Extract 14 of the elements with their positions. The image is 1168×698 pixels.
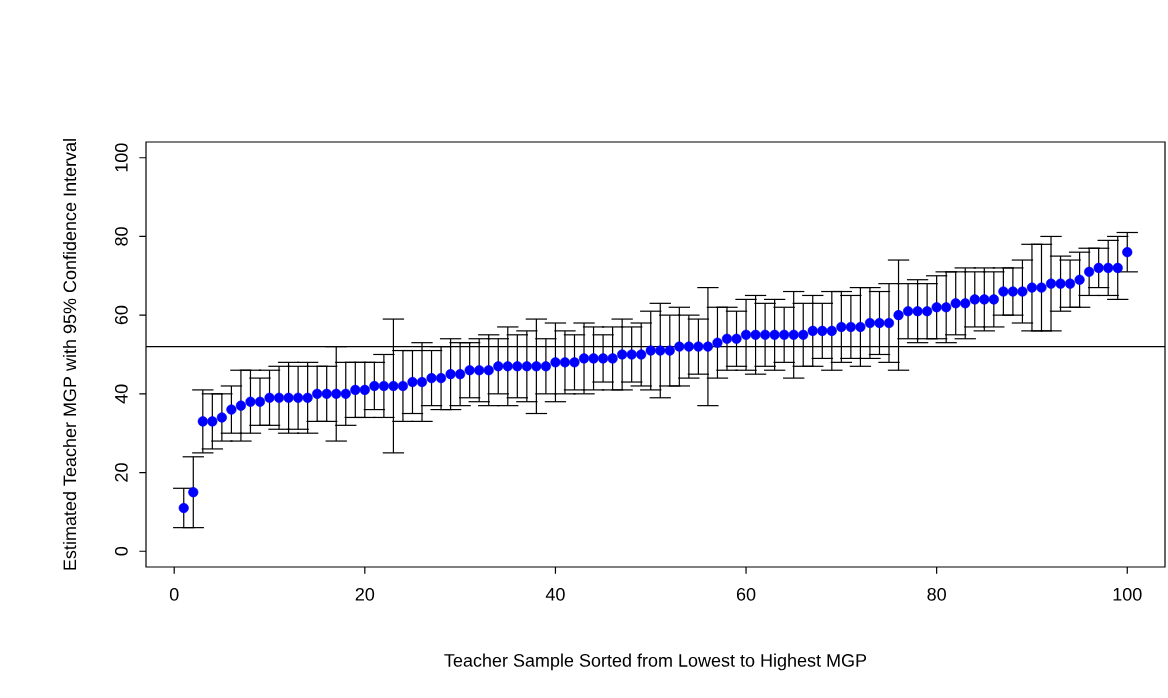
y-tick-label: 80 xyxy=(114,227,128,246)
y-tick-label: 20 xyxy=(114,463,128,482)
x-tick-label: 80 xyxy=(927,587,946,601)
x-tick-label: 20 xyxy=(355,587,375,601)
y-axis-title: Estimated Teacher MGP with 95% Confidence Interval xyxy=(62,139,77,570)
y-tick-label: 100 xyxy=(114,143,128,172)
x-tick-label: 0 xyxy=(169,587,179,601)
y-tick-label: 60 xyxy=(114,305,128,325)
y-tick-label: 40 xyxy=(114,384,128,404)
x-tick-label: 100 xyxy=(1113,587,1142,601)
x-tick-label: 60 xyxy=(736,587,756,601)
x-axis-title: Teacher Sample Sorted from Lowest to Highest MGP xyxy=(444,653,867,671)
y-tick-label: 0 xyxy=(114,546,128,556)
x-tick-label: 40 xyxy=(545,587,565,601)
